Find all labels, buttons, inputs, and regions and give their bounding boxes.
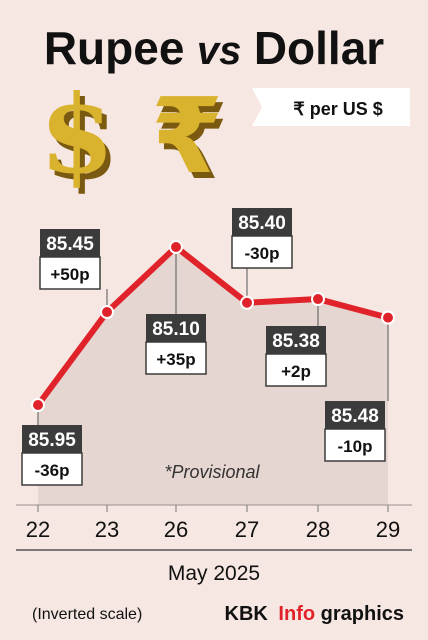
x-tick-label: 26 [164,517,188,542]
data-labels: 85.95 -36p 85.45 +50p 85.10 +35p 85.40 -30p 85.3… [21,208,386,486]
value-label: 85.45 [46,234,94,255]
title-part-vs: vs [197,29,242,73]
rupee-symbol-icon: ₹ ₹ [151,75,228,203]
value-label: 85.38 [272,331,320,352]
value-label-bg [22,425,82,453]
svg-text:₹: ₹ [151,75,223,197]
svg-text:$: $ [39,72,114,198]
change-label: -10p [338,437,373,456]
value-label-bg [266,326,326,354]
value-label: 85.48 [331,406,379,427]
scale-note: (Inverted scale) [32,606,142,623]
data-label-28: 85.38 +2p [265,326,327,387]
svg-text:$: $ [44,78,119,204]
value-label: 85.95 [28,430,76,451]
data-label-22: 85.95 -36p [21,425,83,486]
change-label: -30p [245,244,280,263]
data-label-29: 85.48 -10p [324,401,386,462]
credit-graphics: graphics [321,603,404,625]
value-label-bg [232,208,292,236]
unit-label: ₹ per US $ [293,99,382,119]
x-axis-month-label: May 2025 [168,562,260,585]
x-tick-label: 22 [26,517,50,542]
data-point-27 [240,295,254,310]
dollar-symbol-icon: $ $ [39,72,119,204]
title-part-dollar: Dollar [254,22,384,74]
data-points [31,240,395,412]
data-point-29 [381,310,395,325]
credit: KBK Info graphics [225,603,404,625]
data-point-23 [100,305,114,320]
value-label: 85.40 [238,213,286,234]
chart-title: Rupee vs Dollar [44,22,384,74]
change-label: -36p [35,461,70,480]
x-axis-ticks: 22 23 26 27 28 29 [26,505,400,542]
value-label-bg [325,401,385,429]
data-label-26: 85.10 +35p [145,314,207,375]
change-label-bg [231,235,293,269]
unit-label-box: ₹ per US $ [252,88,410,126]
chart-area-fill [38,247,388,505]
change-label-bg [265,353,327,387]
x-tick-label: 23 [95,517,119,542]
data-label-23: 85.45 +50p [39,229,101,290]
chart-line [35,244,389,407]
x-tick-label: 28 [306,517,330,542]
credit-info: Info [278,603,315,625]
x-tick-label: 29 [376,517,400,542]
credit-brand: KBK [225,603,269,625]
data-point-22 [31,398,45,412]
change-label-bg [145,341,207,375]
change-label: +2p [281,362,311,381]
change-label-bg [21,452,83,486]
change-label: +50p [50,265,89,284]
value-label-bg [40,229,100,257]
value-label: 85.10 [152,319,200,340]
change-label-bg [324,428,386,462]
title-part-rupee: Rupee [44,22,185,74]
provisional-note: *Provisional [164,462,260,482]
value-label-bg [146,314,206,342]
data-label-27: 85.40 -30p [231,208,293,269]
data-point-26 [169,240,183,254]
data-point-28 [311,292,325,307]
svg-text:₹: ₹ [156,81,228,203]
change-label: +35p [156,350,195,369]
x-tick-label: 27 [235,517,259,542]
change-label-bg [39,256,101,290]
